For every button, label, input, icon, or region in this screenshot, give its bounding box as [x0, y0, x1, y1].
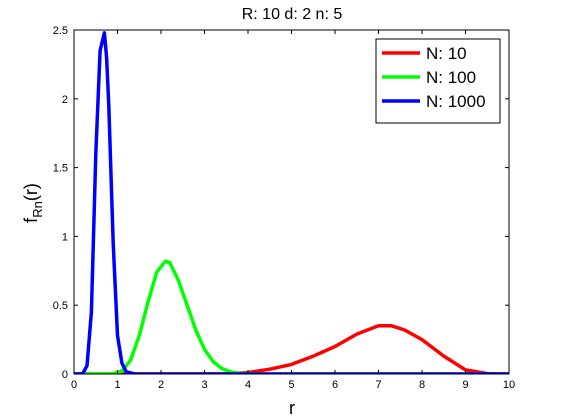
y-tick-label: 0: [62, 369, 68, 381]
y-axis-label-main: f: [21, 217, 41, 223]
y-axis-label-suffix: (r): [21, 183, 41, 201]
x-axis-label: r: [289, 398, 295, 418]
legend-label-2: N: 100: [426, 68, 476, 87]
x-tick-label: 3: [201, 379, 207, 391]
x-axis: 0 1 2 3 4 5 6 7 8 9 10: [71, 30, 515, 391]
x-tick-label: 5: [288, 379, 294, 391]
x-tick-label: 4: [245, 379, 251, 391]
y-tick-label: 1.5: [53, 163, 68, 175]
chart-title: R: 10 d: 2 n: 5: [242, 6, 343, 23]
y-axis: 0 0.5 1 1.5 2 2.5: [53, 25, 509, 381]
x-tick-label: 10: [503, 379, 515, 391]
legend-label-1: N: 10: [426, 44, 467, 63]
legend: N: 10 N: 100 N: 1000: [375, 38, 501, 124]
y-axis-label: fRn(r): [21, 183, 45, 223]
y-tick-label: 0.5: [53, 300, 68, 312]
y-tick-label: 1: [62, 231, 68, 243]
y-tick-label: 2.5: [53, 25, 68, 37]
x-tick-label: 8: [419, 379, 425, 391]
series-line-1: [74, 324, 509, 374]
x-tick-label: 1: [114, 379, 120, 391]
legend-label-3: N: 1000: [426, 92, 486, 111]
series-line-3: [74, 31, 509, 374]
x-tick-label: 6: [332, 379, 338, 391]
x-tick-label: 0: [71, 379, 77, 391]
y-axis-label-subscript: Rn: [30, 201, 45, 218]
x-tick-label: 9: [462, 379, 468, 391]
x-tick-label: 2: [158, 379, 164, 391]
y-tick-label: 2: [62, 94, 68, 106]
x-tick-label: 7: [375, 379, 381, 391]
